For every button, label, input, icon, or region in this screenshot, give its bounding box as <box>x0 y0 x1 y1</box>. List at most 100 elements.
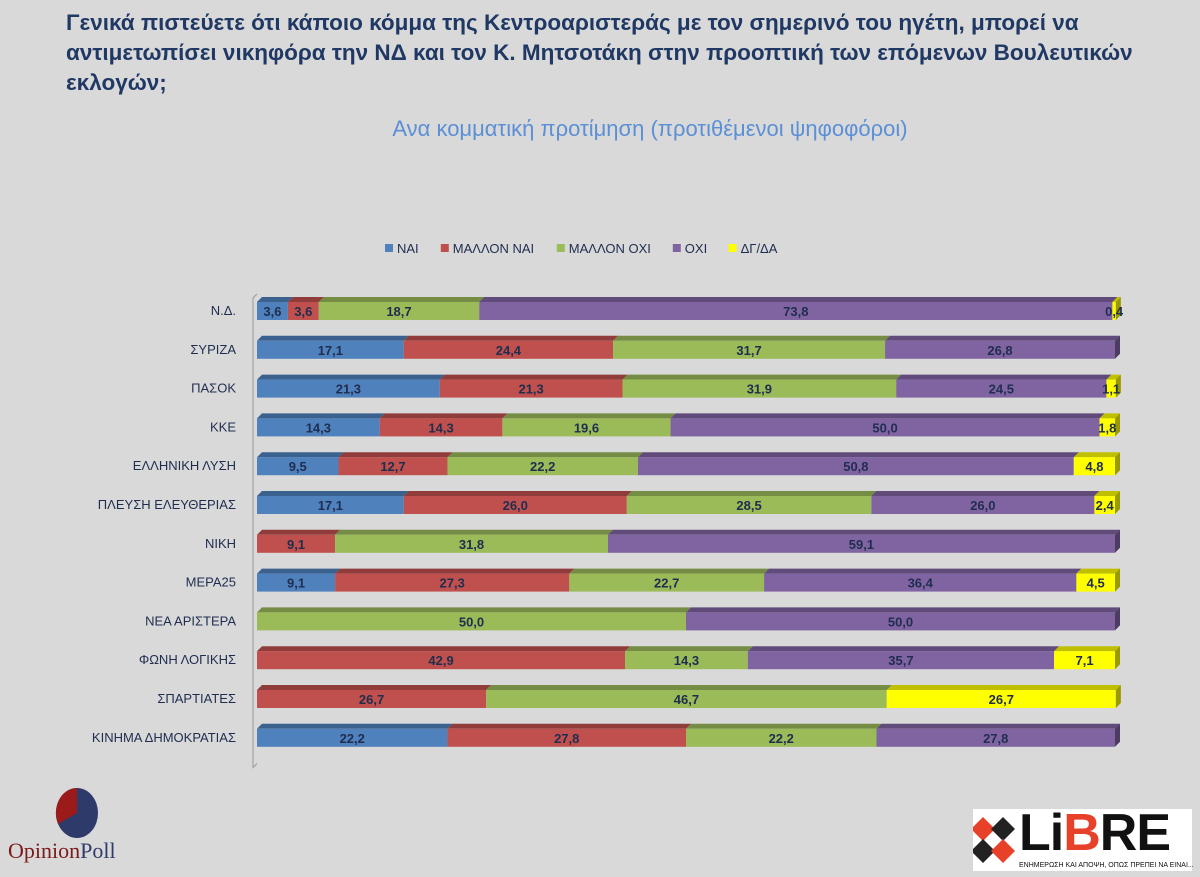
data-label: 0,4 <box>1105 304 1124 319</box>
legend-item: ΝΑΙ <box>385 241 419 256</box>
data-label: 27,8 <box>554 731 579 746</box>
data-label: 26,0 <box>970 498 995 513</box>
data-label: 12,7 <box>380 459 405 474</box>
chart-title: Γενικά πιστεύετε ότι κάποιο κόμμα της Κε… <box>66 10 1133 95</box>
bar-segment: 73,8 <box>479 297 1118 320</box>
data-label: 17,1 <box>318 498 343 513</box>
data-label: 1,1 <box>1102 382 1120 397</box>
data-label: 22,2 <box>530 459 555 474</box>
data-label: 3,6 <box>294 304 312 319</box>
category-label: ΦΩΝΗ ΛΟΓΙΚΗΣ <box>139 652 236 667</box>
data-label: 9,1 <box>287 576 305 591</box>
bar-segment: 36,4 <box>764 568 1082 592</box>
bar-segment: 4,8 <box>1073 452 1120 476</box>
bar-segment: 46,7 <box>486 685 892 708</box>
bar-segment: 27,3 <box>335 568 575 592</box>
bar-segment: 21,3 <box>257 374 445 398</box>
data-label: 24,5 <box>989 382 1014 397</box>
legend-item: ΔΓ/ΔΑ <box>728 241 778 256</box>
bar-segment: 28,5 <box>626 491 877 514</box>
data-label: 19,6 <box>574 420 599 435</box>
bar-segment: 7,1 <box>1054 646 1120 670</box>
data-label: 26,7 <box>359 692 384 707</box>
data-label: 27,3 <box>440 576 465 591</box>
data-label: 26,8 <box>987 343 1012 358</box>
bar-segment: 9,1 <box>257 568 341 592</box>
bar-segment: 1,8 <box>1098 413 1120 437</box>
bar-segment: 1,1 <box>1102 374 1121 398</box>
data-label: 7,1 <box>1076 653 1094 668</box>
bar-segment: 31,7 <box>613 335 891 359</box>
bar-segment: 35,7 <box>747 646 1060 670</box>
legend-label: ΟΧΙ <box>685 241 707 256</box>
category-label: ΠΛΕΥΣΗ ΕΛΕΥΘΕΡΙΑΣ <box>98 497 236 512</box>
data-label: 3,6 <box>263 304 281 319</box>
bar-segment: 50,0 <box>257 607 691 631</box>
data-label: 26,7 <box>989 692 1014 707</box>
bar-segment: 31,8 <box>335 529 613 553</box>
bar-segment: 50,8 <box>637 452 1079 476</box>
data-label: 27,8 <box>983 731 1008 746</box>
category-label: ΠΑΣΟΚ <box>191 381 236 396</box>
bar-segment: 42,9 <box>257 646 631 670</box>
data-label: 9,5 <box>289 459 307 474</box>
bar-segment: 14,3 <box>379 413 508 437</box>
data-label: 4,8 <box>1085 459 1103 474</box>
category-label: ΕΛΛΗΝΙΚΗ ΛΥΣΗ <box>133 458 236 473</box>
bar-segment: 31,9 <box>622 374 902 398</box>
chart-subtitle: Ανα κομματική προτίμηση (προτιθέμενοι ψη… <box>392 116 908 141</box>
data-label: 50,0 <box>459 614 484 629</box>
axis-line <box>252 293 258 769</box>
bar-segment: 9,1 <box>257 529 341 553</box>
category-label: ΣΥΡΙΖΑ <box>190 342 236 357</box>
legend-swatch <box>672 244 681 252</box>
category-label: ΚΚΕ <box>210 419 236 434</box>
data-label: 22,2 <box>769 731 794 746</box>
category-label: ΝΕΑ ΑΡΙΣΤΕΡΑ <box>145 613 236 628</box>
bar-segment: 50,0 <box>670 413 1105 437</box>
bar-segment: 0,4 <box>1105 297 1124 320</box>
libre-diamond-icon <box>971 817 1015 863</box>
bar-segment: 9,5 <box>257 452 344 476</box>
legend-item: ΟΧΙ <box>672 241 707 256</box>
libre-logo: LiBRE ΕΝΗΜΕΡΩΣΗ ΚΑΙ ΑΠΟΨΗ, ΟΠΩΣ ΠΡΕΠΕΙ Ν… <box>971 804 1194 871</box>
data-label: 28,5 <box>736 498 761 513</box>
data-label: 2,4 <box>1096 498 1115 513</box>
bar-segment: 17,1 <box>257 491 409 514</box>
bar-segment: 19,6 <box>502 413 676 437</box>
data-label: 9,1 <box>287 537 305 552</box>
data-label: 21,3 <box>336 382 361 397</box>
bar-segment: 12,7 <box>338 452 453 476</box>
bar-segment: 2,4 <box>1094 491 1120 514</box>
data-label: 31,9 <box>747 382 772 397</box>
bar-segment: 27,8 <box>447 723 691 747</box>
data-label: 21,3 <box>518 382 543 397</box>
bar-segment: 22,2 <box>447 452 643 476</box>
bar-segment: 26,8 <box>885 335 1120 359</box>
legend-item: ΜΑΛΛΟΝ ΟΧΙ <box>556 241 651 256</box>
bar-segment: 18,7 <box>318 297 485 320</box>
category-label: ΚΙΝΗΜΑ ΔΗΜΟΚΡΑΤΙΑΣ <box>92 730 236 745</box>
bar-segment: 26,7 <box>257 685 492 708</box>
bar-segment: 14,3 <box>625 646 753 670</box>
data-label: 59,1 <box>849 537 874 552</box>
category-label: ΣΠΑΡΤΙΑΤΕΣ <box>157 691 236 706</box>
data-label: 73,8 <box>783 304 808 319</box>
data-label: 22,2 <box>340 731 365 746</box>
category-label: ΝΙΚΗ <box>205 536 236 551</box>
opinionpoll-logo-icon <box>55 788 98 838</box>
legend-label: ΜΑΛΛΟΝ ΟΧΙ <box>569 241 651 256</box>
legend-swatch <box>728 244 737 252</box>
data-label: 50,8 <box>843 459 868 474</box>
data-label: 24,4 <box>496 343 522 358</box>
opinionpoll-logo-text: OpinionPoll <box>8 838 116 863</box>
bar-segment: 26,0 <box>403 491 632 514</box>
data-label: 31,7 <box>736 343 761 358</box>
data-label: 17,1 <box>318 343 343 358</box>
legend-label: ΜΑΛΛΟΝ ΝΑΙ <box>453 241 534 256</box>
legend-swatch <box>385 244 393 252</box>
category-label: ΜΕΡΑ25 <box>186 575 236 590</box>
bar-segment: 26,0 <box>871 491 1100 514</box>
data-label: 36,4 <box>908 576 934 591</box>
